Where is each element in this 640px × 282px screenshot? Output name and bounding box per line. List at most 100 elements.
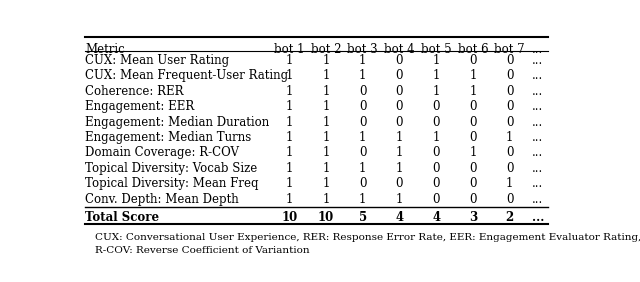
Text: 0: 0	[359, 85, 367, 98]
Text: 1: 1	[285, 54, 293, 67]
Text: ...: ...	[532, 69, 543, 82]
Text: 1: 1	[396, 193, 403, 206]
Text: 5: 5	[358, 211, 367, 224]
Text: Conv. Depth: Mean Depth: Conv. Depth: Mean Depth	[85, 193, 239, 206]
Text: 0: 0	[469, 116, 477, 129]
Text: bot 1: bot 1	[274, 43, 305, 56]
Text: 3: 3	[468, 211, 477, 224]
Text: 0: 0	[359, 177, 367, 190]
Text: 1: 1	[285, 177, 293, 190]
Text: ...: ...	[532, 54, 543, 67]
Text: 1: 1	[469, 69, 477, 82]
Text: Coherence: RER: Coherence: RER	[85, 85, 184, 98]
Text: 1: 1	[396, 131, 403, 144]
Text: 0: 0	[506, 85, 513, 98]
Text: 4: 4	[432, 211, 440, 224]
Text: 2: 2	[506, 211, 514, 224]
Text: bot 7: bot 7	[494, 43, 525, 56]
Text: 1: 1	[323, 162, 330, 175]
Text: 0: 0	[433, 100, 440, 113]
Text: 1: 1	[323, 100, 330, 113]
Text: 1: 1	[359, 193, 367, 206]
Text: bot 5: bot 5	[421, 43, 451, 56]
Text: 0: 0	[396, 116, 403, 129]
Text: 1: 1	[323, 131, 330, 144]
Text: ...: ...	[532, 116, 543, 129]
Text: 0: 0	[506, 69, 513, 82]
Text: 1: 1	[323, 193, 330, 206]
Text: 1: 1	[285, 116, 293, 129]
Text: 1: 1	[433, 131, 440, 144]
Text: ...: ...	[532, 211, 544, 224]
Text: 0: 0	[433, 177, 440, 190]
Text: CUX: Conversational User Experience, RER: Response Error Rate, EER: Engagement E: CUX: Conversational User Experience, RER…	[95, 233, 640, 255]
Text: 0: 0	[396, 69, 403, 82]
Text: 0: 0	[396, 177, 403, 190]
Text: 1: 1	[285, 69, 293, 82]
Text: 1: 1	[359, 69, 367, 82]
Text: 1: 1	[323, 54, 330, 67]
Text: 0: 0	[359, 116, 367, 129]
Text: 1: 1	[506, 177, 513, 190]
Text: 1: 1	[323, 146, 330, 159]
Text: Domain Coverage: R-COV: Domain Coverage: R-COV	[85, 146, 239, 159]
Text: 0: 0	[469, 100, 477, 113]
Text: 1: 1	[396, 146, 403, 159]
Text: 10: 10	[281, 211, 298, 224]
Text: ...: ...	[532, 162, 543, 175]
Text: 1: 1	[285, 85, 293, 98]
Text: Metric: Metric	[85, 43, 125, 56]
Text: Engagement: EER: Engagement: EER	[85, 100, 194, 113]
Text: ...: ...	[532, 177, 543, 190]
Text: 0: 0	[433, 146, 440, 159]
Text: 0: 0	[359, 146, 367, 159]
Text: 0: 0	[506, 54, 513, 67]
Text: 0: 0	[396, 85, 403, 98]
Text: Engagement: Median Duration: Engagement: Median Duration	[85, 116, 269, 129]
Text: 1: 1	[469, 146, 477, 159]
Text: 1: 1	[359, 54, 367, 67]
Text: 4: 4	[396, 211, 403, 224]
Text: 1: 1	[285, 162, 293, 175]
Text: bot 2: bot 2	[311, 43, 341, 56]
Text: 1: 1	[433, 54, 440, 67]
Text: 0: 0	[469, 193, 477, 206]
Text: 1: 1	[506, 131, 513, 144]
Text: bot 4: bot 4	[384, 43, 415, 56]
Text: 0: 0	[506, 193, 513, 206]
Text: 0: 0	[506, 116, 513, 129]
Text: Topical Diversity: Mean Freq: Topical Diversity: Mean Freq	[85, 177, 259, 190]
Text: 1: 1	[323, 85, 330, 98]
Text: 0: 0	[506, 162, 513, 175]
Text: ...: ...	[532, 100, 543, 113]
Text: 0: 0	[359, 100, 367, 113]
Text: 1: 1	[285, 100, 293, 113]
Text: 1: 1	[469, 85, 477, 98]
Text: ...: ...	[532, 146, 543, 159]
Text: 0: 0	[469, 54, 477, 67]
Text: 1: 1	[285, 193, 293, 206]
Text: CUX: Mean Frequent-User Rating: CUX: Mean Frequent-User Rating	[85, 69, 288, 82]
Text: 0: 0	[469, 162, 477, 175]
Text: ...: ...	[532, 43, 543, 56]
Text: 1: 1	[323, 116, 330, 129]
Text: bot 6: bot 6	[458, 43, 488, 56]
Text: Engagement: Median Turns: Engagement: Median Turns	[85, 131, 252, 144]
Text: Topical Diversity: Vocab Size: Topical Diversity: Vocab Size	[85, 162, 257, 175]
Text: 1: 1	[359, 162, 367, 175]
Text: 1: 1	[285, 146, 293, 159]
Text: 1: 1	[433, 85, 440, 98]
Text: ...: ...	[532, 193, 543, 206]
Text: 10: 10	[318, 211, 334, 224]
Text: ...: ...	[532, 85, 543, 98]
Text: bot 3: bot 3	[348, 43, 378, 56]
Text: 1: 1	[323, 177, 330, 190]
Text: ...: ...	[532, 131, 543, 144]
Text: 1: 1	[285, 131, 293, 144]
Text: 0: 0	[433, 116, 440, 129]
Text: 0: 0	[469, 131, 477, 144]
Text: 0: 0	[396, 100, 403, 113]
Text: 1: 1	[396, 162, 403, 175]
Text: 1: 1	[433, 69, 440, 82]
Text: 0: 0	[469, 177, 477, 190]
